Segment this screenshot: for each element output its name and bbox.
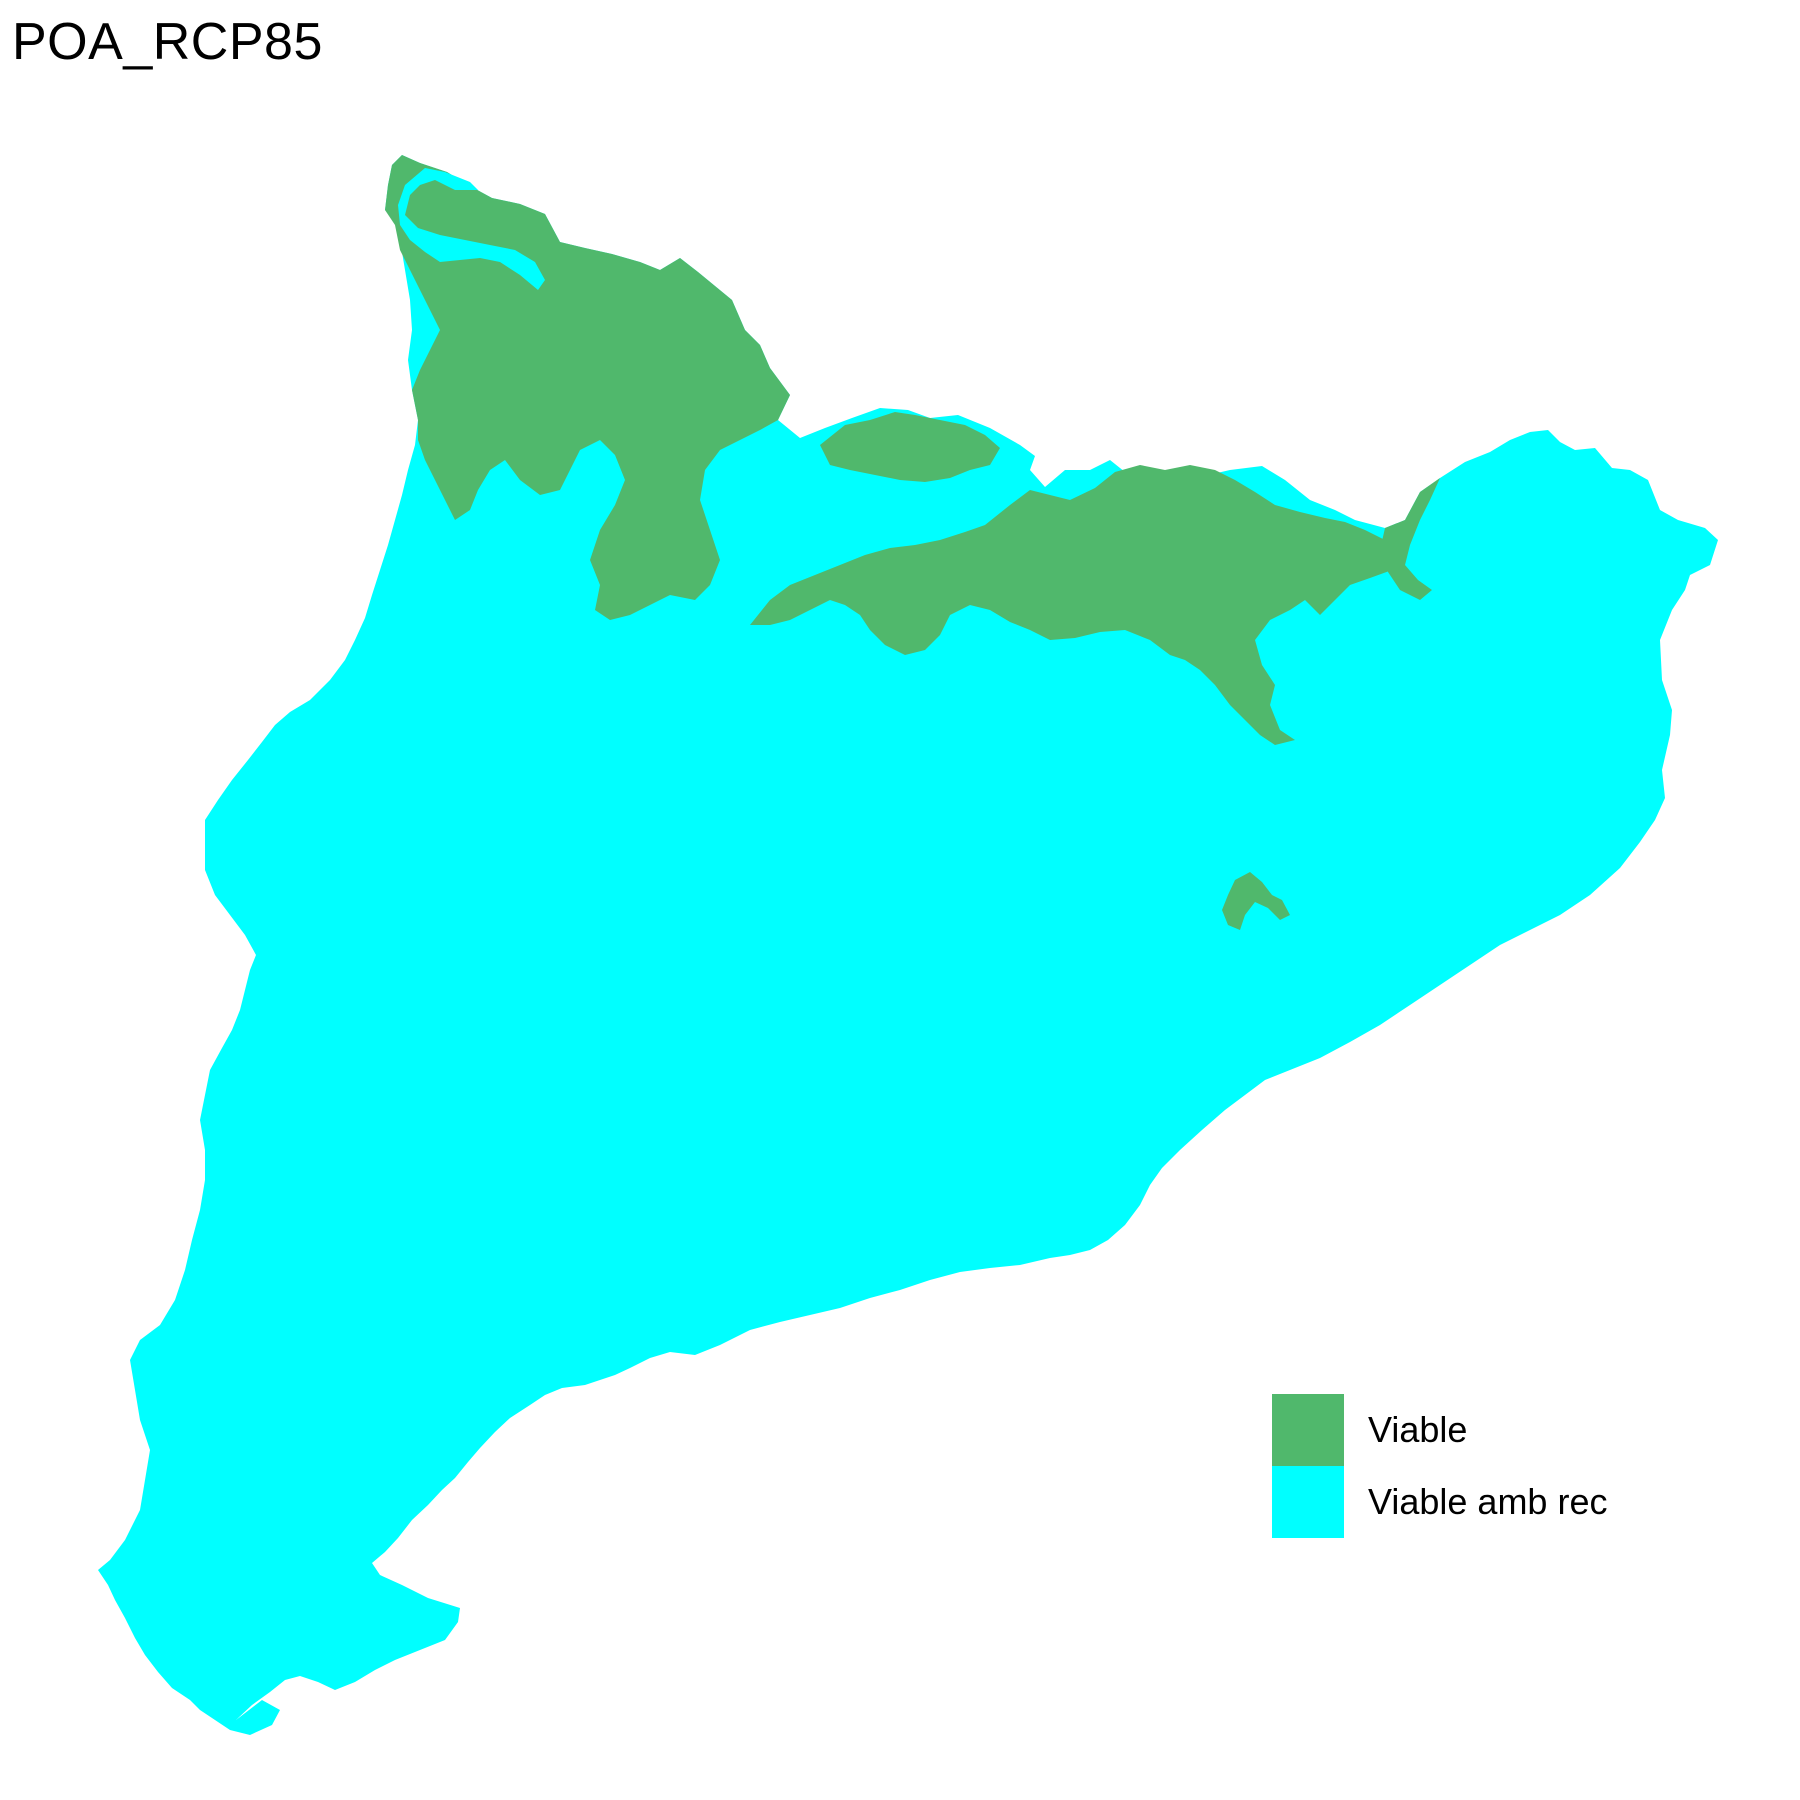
legend-label-viable-amb-rec: Viable amb rec bbox=[1368, 1481, 1608, 1522]
legend-swatch-viable-amb-rec bbox=[1272, 1466, 1344, 1538]
region-viable-central bbox=[820, 412, 1000, 482]
legend-item-viable: Viable bbox=[1272, 1394, 1607, 1466]
region-viable-northeast bbox=[1380, 478, 1440, 600]
region-viable-small-patch bbox=[1222, 872, 1290, 930]
map-title: POA_RCP85 bbox=[12, 13, 323, 71]
region-viable-north bbox=[385, 155, 790, 620]
legend-item-viable-amb-rec: Viable amb rec bbox=[1272, 1466, 1607, 1538]
legend: Viable Viable amb rec bbox=[1272, 1394, 1607, 1538]
region-viable-east bbox=[750, 465, 1400, 745]
legend-label-viable: Viable bbox=[1368, 1409, 1468, 1450]
legend-swatch-viable bbox=[1272, 1394, 1344, 1466]
river-channel-north bbox=[398, 168, 545, 290]
